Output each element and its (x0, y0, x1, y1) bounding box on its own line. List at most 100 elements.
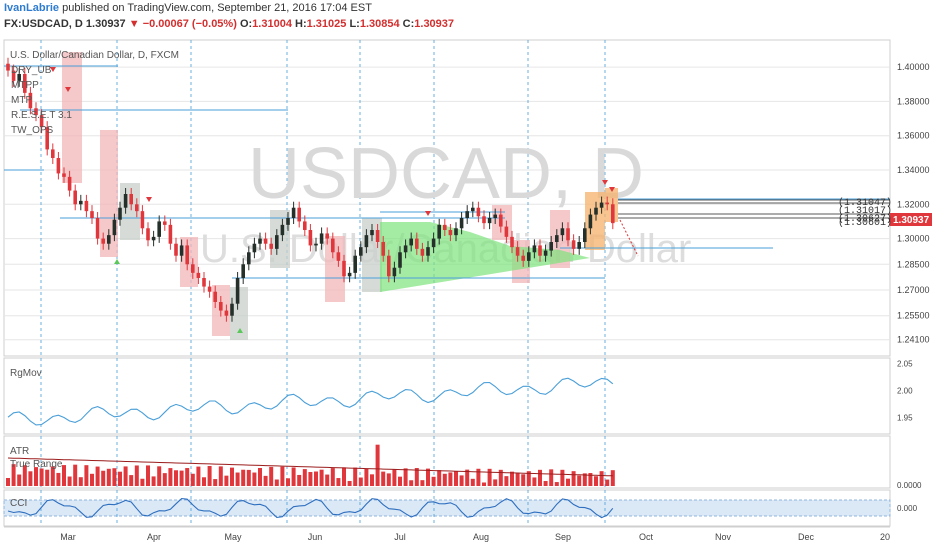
rgmov-pane[interactable] (3, 357, 891, 435)
x-tick-label: Nov (715, 532, 732, 542)
candle-body (168, 224, 173, 244)
true-range-bar (263, 475, 268, 486)
x-tick-label: Jun (308, 532, 323, 542)
candle-body (336, 252, 341, 261)
candle-body (297, 207, 301, 222)
candle-body (538, 245, 542, 256)
true-range-bar (168, 468, 173, 486)
candle-body (409, 238, 413, 246)
true-range-bar (347, 480, 352, 486)
true-range-bar (101, 470, 106, 486)
box-label-3: (1.30627) (838, 213, 892, 225)
candle-body (403, 245, 408, 253)
chart-header: IvanLabrie published on TradingView.com,… (2, 0, 928, 38)
true-range-bar (185, 468, 190, 486)
high-value: 1.31025 (306, 18, 347, 30)
candle-body (95, 218, 100, 239)
true-range-bar (45, 469, 50, 486)
true-range-bar (577, 475, 582, 486)
candle-body (129, 194, 133, 205)
candle-body (499, 214, 503, 227)
sell-arrow-icon (65, 87, 71, 92)
candle-body (252, 243, 257, 253)
true-range-bar (151, 476, 156, 486)
candle-body (107, 235, 111, 244)
x-tick-label: Jul (394, 532, 406, 542)
true-range-bar (498, 469, 503, 486)
candle-body (353, 255, 357, 273)
candle-body (431, 238, 436, 248)
candle-body (275, 235, 279, 249)
range-box (62, 52, 82, 183)
true-range-bar (330, 468, 335, 486)
true-range-bar (286, 478, 290, 486)
candle-body (163, 221, 167, 225)
true-range-bar (420, 480, 425, 486)
atr-tick-label: 0.0000 (897, 481, 922, 490)
x-tick-label: 20 (880, 532, 890, 542)
true-range-bar (448, 472, 453, 486)
candle-body (594, 207, 598, 215)
true-range-bar (6, 478, 10, 486)
true-range-bar (22, 465, 27, 486)
candle-body (521, 255, 525, 261)
true-range-bar (454, 471, 458, 486)
true-range-bar (17, 474, 22, 486)
publish-info: published on TradingView.com, September … (62, 2, 372, 14)
true-range-bar (308, 472, 313, 486)
true-range-bar (504, 476, 509, 486)
candle-body (202, 278, 206, 287)
true-range-bar (302, 469, 307, 486)
candle-body (291, 207, 296, 218)
author-link[interactable]: IvanLabrie (4, 2, 60, 14)
candle-body (207, 286, 212, 292)
true-range-bar (409, 480, 414, 486)
candle-body (308, 230, 313, 246)
candle-body (241, 264, 245, 278)
main-pane[interactable] (3, 39, 891, 357)
candle-body (605, 202, 609, 205)
true-range-bar (39, 468, 44, 486)
candle-body (392, 267, 397, 277)
candle-body (157, 221, 161, 237)
candle-body (454, 228, 458, 236)
true-range-bar (258, 467, 262, 486)
cci-band (3, 499, 891, 517)
true-range-bar (426, 468, 430, 486)
true-range-bar (549, 469, 554, 486)
rgmov-tick-label: 2.05 (897, 359, 913, 368)
true-range-bar (414, 468, 419, 486)
rgmov-line (7, 377, 614, 426)
x-tick-label: Mar (60, 532, 76, 542)
candle-body (599, 202, 604, 208)
true-range-bar (179, 470, 184, 486)
candle-body (359, 247, 363, 256)
indicator-lines (6, 377, 615, 519)
true-range-bar (84, 465, 89, 486)
low-label: L: (349, 18, 360, 30)
candle-body (504, 226, 509, 237)
x-tick-label: May (224, 532, 242, 542)
candle-body (571, 240, 576, 249)
cci-line (7, 498, 614, 519)
candle-body (213, 291, 217, 302)
last-price-flag[interactable] (890, 213, 932, 226)
true-range-bar (235, 472, 240, 486)
price-tick-label: 1.27000 (897, 285, 930, 295)
true-range-bar (241, 469, 246, 486)
symbol-label[interactable]: FX:USDCAD, D (4, 18, 83, 30)
true-range-bar (336, 478, 341, 486)
true-range-bar (252, 472, 257, 486)
candle-body (224, 310, 229, 316)
high-label: H: (295, 18, 307, 30)
true-range-bar (213, 479, 218, 486)
true-range-bar (588, 473, 593, 486)
candle-body (555, 235, 559, 242)
true-range-bar (370, 474, 374, 486)
true-range-bar (90, 473, 94, 486)
true-range-bar (314, 471, 318, 486)
true-range-bar (157, 466, 162, 486)
rgmov-tick-label: 2.00 (897, 387, 913, 396)
candle-body (543, 250, 548, 256)
